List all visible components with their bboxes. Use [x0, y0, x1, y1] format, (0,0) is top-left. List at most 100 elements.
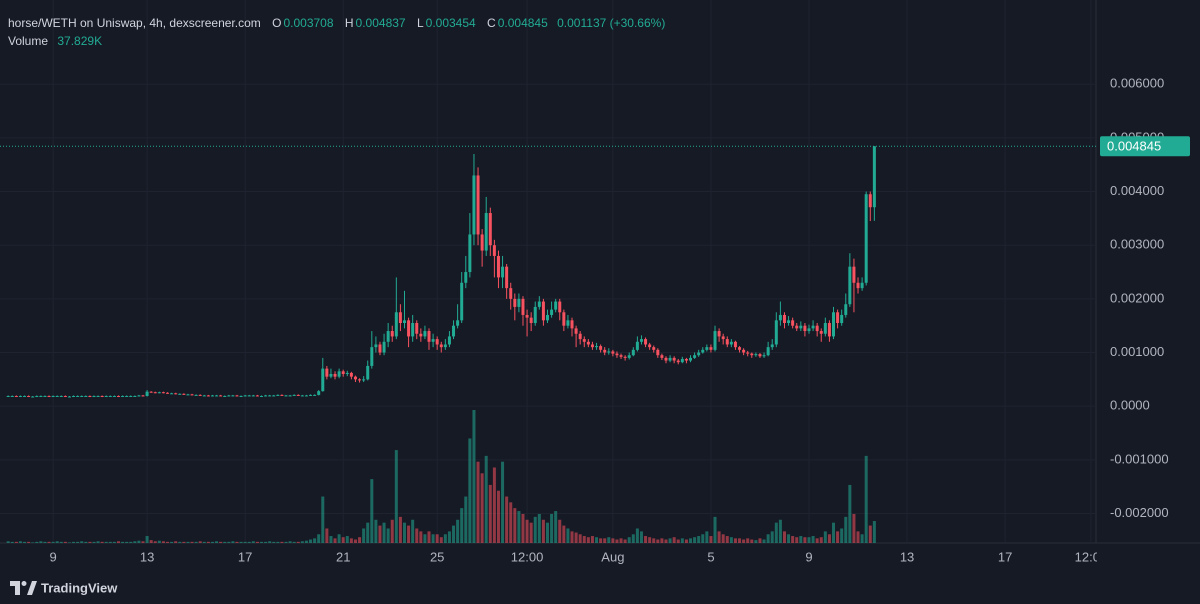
- candle: [6, 395, 10, 397]
- candle: [288, 394, 292, 397]
- candle: [423, 325, 427, 340]
- candle: [644, 337, 648, 348]
- y-tick-label: 0.004000: [1110, 183, 1164, 198]
- candle-body: [733, 341, 737, 348]
- candle: [872, 146, 876, 221]
- candle: [832, 306, 836, 340]
- candle: [864, 191, 868, 286]
- candle: [709, 344, 713, 353]
- h-label: H: [344, 16, 354, 30]
- candle-body: [31, 396, 35, 398]
- candle: [868, 191, 872, 222]
- candle-body: [145, 391, 149, 396]
- volume-bar: [304, 540, 308, 543]
- candle-body: [39, 395, 43, 397]
- candle-body: [51, 395, 55, 397]
- candle-body: [272, 395, 276, 397]
- candle-body: [762, 355, 766, 357]
- candle-body: [27, 395, 31, 397]
- candle: [639, 335, 643, 345]
- candle: [574, 325, 578, 348]
- volume-bar: [484, 455, 488, 543]
- candle-body: [390, 331, 394, 337]
- candle-body: [76, 395, 80, 397]
- volume-bar: [247, 541, 251, 543]
- volume-bar: [533, 516, 537, 543]
- candle: [627, 352, 631, 360]
- candle-body: [6, 395, 10, 397]
- volume-bar: [407, 525, 411, 543]
- volume-bar: [259, 541, 263, 543]
- x-tick-label: 12:00: [511, 549, 544, 564]
- volume-bar: [648, 537, 652, 543]
- candle-body: [550, 309, 554, 315]
- candle-body: [309, 394, 313, 396]
- candle-body: [631, 349, 635, 356]
- candle: [754, 352, 758, 357]
- candle: [268, 394, 272, 397]
- candle: [251, 394, 255, 397]
- candle: [668, 355, 672, 363]
- candle: [476, 167, 480, 246]
- volume-bar: [562, 525, 566, 543]
- volume-bar: [51, 541, 55, 543]
- candle-body: [170, 393, 174, 395]
- volume-bar: [341, 537, 345, 543]
- volume-bar: [615, 539, 619, 543]
- candle: [648, 342, 652, 350]
- candle-body: [819, 331, 823, 334]
- candle: [206, 394, 210, 397]
- candle-body: [333, 373, 337, 377]
- candle: [18, 395, 22, 398]
- candle-body: [304, 395, 308, 397]
- candle-body: [407, 320, 411, 337]
- volume-bar: [366, 522, 370, 543]
- candle-body: [676, 360, 680, 363]
- candle: [353, 375, 357, 383]
- candle: [586, 339, 590, 348]
- volume-bar: [251, 541, 255, 543]
- candle: [31, 395, 35, 398]
- candle: [452, 320, 456, 340]
- candle-body: [827, 323, 831, 337]
- candle: [284, 394, 288, 397]
- volume-bar: [353, 539, 357, 543]
- candle: [778, 301, 782, 326]
- legend-header: horse/WETH on Uniswap, 4h, dexscreener.c…: [8, 14, 667, 50]
- volume-bar: [394, 450, 398, 543]
- candle-body: [370, 347, 374, 366]
- candle-body: [268, 395, 272, 397]
- volume-bar: [337, 534, 341, 543]
- volume-bar: [766, 534, 770, 543]
- volume-bar: [292, 541, 296, 543]
- volume-bar: [660, 538, 664, 543]
- volume-bar: [729, 537, 733, 543]
- candle: [337, 368, 341, 379]
- volume-bar: [390, 519, 394, 543]
- volume-bar: [23, 541, 27, 543]
- candle: [541, 298, 545, 326]
- candle: [819, 328, 823, 342]
- volume-bar: [595, 537, 599, 543]
- volume-bar: [529, 522, 533, 543]
- x-tick-label: 21: [336, 549, 350, 564]
- candle-body: [129, 395, 133, 397]
- candle: [198, 394, 202, 396]
- candle-body: [529, 317, 533, 324]
- candle-body: [72, 395, 76, 397]
- candle: [807, 324, 811, 334]
- candle-body: [264, 395, 268, 397]
- candle: [472, 153, 476, 246]
- volume-bar: [570, 531, 574, 543]
- volume-bar: [67, 542, 71, 543]
- candle-body: [219, 395, 223, 397]
- volume-bar: [43, 541, 47, 543]
- volume-bar: [717, 531, 721, 543]
- candle-body: [860, 282, 864, 289]
- candle-body: [443, 344, 447, 348]
- candle-body: [247, 395, 251, 397]
- candle-body: [288, 395, 292, 397]
- candle: [55, 395, 59, 397]
- candle: [121, 395, 125, 398]
